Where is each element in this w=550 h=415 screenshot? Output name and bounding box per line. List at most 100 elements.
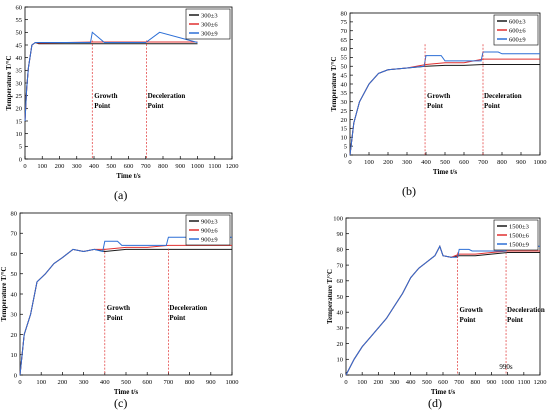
chart-0: 0 100 200 300 400 500 600 700 800 900 1000 1100 1200… [5, 4, 239, 180]
y-tick-label: 10 [337, 357, 344, 364]
x-tick-label: 0 [348, 159, 351, 166]
y-tick-label: 20 [16, 106, 23, 113]
x-tick-label: 200 [58, 379, 68, 386]
series-line-900±9 [19, 236, 232, 376]
x-tick-label: 700 [454, 379, 464, 386]
series-line-300±3 [24, 41, 198, 122]
y-tick-label: 55 [341, 55, 348, 62]
y-tick-label: 15 [16, 118, 23, 125]
x-tick-label: 100 [357, 379, 367, 386]
legend-box [493, 14, 539, 46]
x-tick-label: 100 [37, 163, 47, 170]
x-tick-label: 800 [497, 159, 507, 166]
y-tick-label: 45 [16, 42, 23, 49]
y-tick-label: 5 [19, 144, 22, 151]
annotation-text: Point [94, 102, 111, 110]
legend-label: 1500±9 [509, 242, 529, 249]
annotation-text: Deceleration [507, 306, 545, 314]
y-tick-label: 30 [337, 325, 344, 332]
x-tick-label: 900 [516, 159, 526, 166]
annotation-text: Growth [460, 306, 483, 314]
caption-a: (a) [114, 188, 128, 202]
annotation-text: Deceleration [169, 304, 207, 312]
x-tick-label: 400 [421, 159, 431, 166]
y-tick-label: 30 [16, 80, 23, 87]
x-axis-label: Time t/s [116, 172, 140, 180]
x-tick-label: 600 [438, 379, 448, 386]
x-tick-label: 700 [478, 159, 488, 166]
y-tick-label: 0 [14, 372, 17, 379]
series-line-600±3 [349, 64, 540, 156]
x-axis-label: Time t/s [433, 168, 457, 176]
x-axis-label: Time t/s [114, 388, 138, 396]
y-tick-label: 100 [333, 215, 343, 222]
legend-label: 600±9 [509, 37, 526, 44]
x-tick-label: 1000 [534, 159, 547, 166]
x-tick-label: 500 [422, 379, 432, 386]
y-tick-label: 20 [337, 341, 344, 348]
y-tick-label: 80 [11, 210, 18, 217]
legend-label: 900±9 [201, 237, 218, 244]
y-tick-label: 50 [337, 294, 344, 301]
y-tick-label: 0 [344, 152, 347, 159]
y-tick-label: 60 [16, 4, 23, 11]
annotation-text: Growth [94, 92, 117, 100]
legend-label: 300±3 [201, 13, 218, 20]
chart-3: 0 100 200 300 400 500 600 700 800 900 1000 1100 1200… [326, 215, 547, 396]
y-tick-label: 50 [11, 271, 18, 278]
y-tick-label: 65 [341, 37, 348, 44]
caption-c: (c) [114, 396, 128, 410]
y-tick-label: 25 [16, 93, 23, 100]
x-tick-label: 800 [158, 163, 168, 170]
y-tick-label: 90 [337, 231, 344, 238]
y-tick-label: 30 [11, 312, 18, 319]
legend-label: 600±3 [509, 19, 526, 26]
x-axis-label: Time t/s [431, 388, 455, 396]
annotation-text: Point [507, 316, 524, 324]
y-axis-label: Temperature T/°C [326, 269, 334, 324]
x-tick-label: 600 [142, 379, 152, 386]
y-tick-label: 10 [341, 135, 348, 142]
annotation-text: 990s [499, 363, 513, 371]
y-tick-label: 0 [340, 372, 343, 379]
caption-d: (d) [428, 396, 442, 410]
x-tick-label: 1200 [226, 163, 239, 170]
y-tick-label: 20 [341, 117, 348, 124]
y-tick-label: 10 [11, 352, 18, 359]
y-tick-label: 50 [16, 30, 23, 37]
x-tick-label: 300 [72, 163, 82, 170]
y-tick-label: 40 [337, 310, 344, 317]
x-tick-label: 0 [344, 379, 347, 386]
legend-label: 1500±6 [509, 233, 530, 240]
x-tick-label: 1000 [226, 379, 239, 386]
x-tick-label: 100 [364, 159, 374, 166]
x-tick-label: 400 [100, 379, 110, 386]
x-tick-label: 200 [373, 379, 383, 386]
annotation-text: Growth [107, 304, 130, 312]
y-tick-label: 75 [341, 19, 348, 26]
legend-label: 300±9 [201, 31, 218, 38]
annotation-text: Point [107, 314, 124, 322]
x-tick-label: 1000 [501, 379, 514, 386]
y-axis-label: Temperature T/°C [330, 57, 338, 112]
y-tick-label: 70 [11, 231, 18, 238]
y-tick-label: 80 [341, 10, 348, 17]
annotation-text: Point [460, 316, 477, 324]
y-tick-label: 35 [16, 68, 23, 75]
annotation-text: Point [169, 314, 186, 322]
series-line-600±9 [349, 51, 540, 156]
series-line-300±6 [24, 41, 198, 122]
y-tick-label: 25 [341, 108, 348, 115]
x-tick-label: 300 [402, 159, 412, 166]
x-tick-label: 1100 [517, 379, 530, 386]
x-tick-label: 900 [487, 379, 497, 386]
y-axis-label: Temperature T/°C [0, 267, 8, 322]
x-tick-label: 500 [440, 159, 450, 166]
x-tick-label: 1200 [534, 379, 547, 386]
legend-label: 600±6 [509, 28, 526, 35]
x-tick-label: 1100 [208, 163, 221, 170]
y-tick-label: 30 [341, 99, 348, 106]
chart-2: 0 100 200 300 400 500 600 700 800 900 1000 0 10 20 30 4… [0, 210, 239, 396]
x-tick-label: 300 [390, 379, 400, 386]
